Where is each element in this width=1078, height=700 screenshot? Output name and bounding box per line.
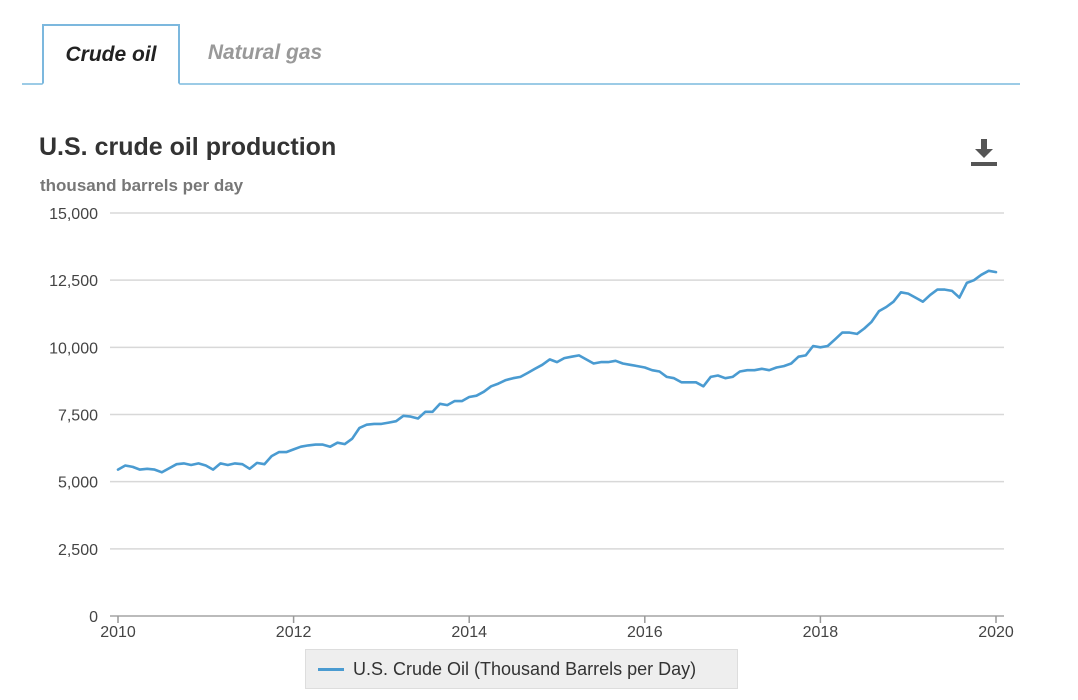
y-tick-label: 12,500 [49,273,98,290]
x-tick-label: 2010 [100,624,136,641]
grid-layer [110,212,1004,550]
chart-subtitle: thousand barrels per day [40,176,244,195]
y-tick-label: 0 [89,609,98,626]
y-tick-label: 2,500 [58,542,98,559]
download-icon [971,139,997,166]
tab-natural-gas[interactable]: Natural gas [207,41,323,64]
x-tick-label: 2012 [276,624,312,641]
y-tick-label: 7,500 [58,408,98,425]
y-tick-label: 15,000 [49,206,98,223]
x-tick-label: 2018 [803,624,839,641]
legend-item[interactable]: U.S. Crude Oil (Thousand Barrels per Day… [305,649,738,689]
chart-title: U.S. crude oil production [39,133,337,161]
x-tick-label: 2014 [451,624,487,641]
y-tick-label: 10,000 [49,340,98,357]
download-button[interactable] [966,136,1002,170]
x-tick-label: 2020 [978,624,1014,641]
series-layer [116,269,998,474]
tab-bar: Crude oil Natural gas [22,24,1020,85]
legend-label: U.S. Crude Oil (Thousand Barrels per Day… [353,658,697,679]
series-line-crude-oil [116,269,998,474]
x-tick-label: 2016 [627,624,663,641]
legend-swatch [318,667,344,671]
axis-layer: 0 2,500 5,000 7,500 10,000 12,500 15,000 2010 20… [49,206,1014,641]
y-tick-label: 5,000 [58,475,98,492]
tab-crude-oil[interactable]: Crude oil [42,24,180,85]
